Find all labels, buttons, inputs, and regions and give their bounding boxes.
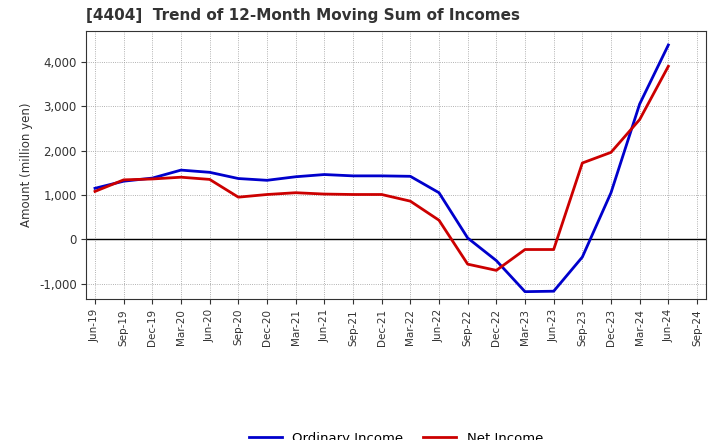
Ordinary Income [406, 174, 415, 179]
Net Income [406, 198, 415, 204]
Net Income [205, 177, 214, 182]
Ordinary Income [234, 176, 243, 181]
Net Income [292, 190, 300, 195]
Net Income [578, 160, 587, 165]
Legend: Ordinary Income, Net Income: Ordinary Income, Net Income [243, 426, 549, 440]
Ordinary Income [492, 258, 500, 263]
Ordinary Income [521, 289, 529, 294]
Ordinary Income [120, 179, 128, 184]
Ordinary Income [348, 173, 357, 179]
Net Income [263, 192, 271, 197]
Ordinary Income [176, 168, 185, 173]
Net Income [120, 177, 128, 183]
Ordinary Income [607, 190, 616, 195]
Ordinary Income [91, 186, 99, 191]
Ordinary Income [464, 235, 472, 241]
Net Income [492, 268, 500, 273]
Ordinary Income [578, 254, 587, 260]
Ordinary Income [664, 42, 672, 48]
Net Income [549, 247, 558, 252]
Ordinary Income [549, 289, 558, 294]
Net Income [607, 150, 616, 155]
Net Income [320, 191, 328, 197]
Net Income [635, 117, 644, 122]
Net Income [464, 261, 472, 267]
Net Income [664, 64, 672, 69]
Net Income [148, 176, 157, 182]
Net Income [176, 175, 185, 180]
Ordinary Income [320, 172, 328, 177]
Net Income [234, 194, 243, 200]
Net Income [377, 192, 386, 197]
Net Income [348, 192, 357, 197]
Ordinary Income [635, 101, 644, 106]
Text: [4404]  Trend of 12-Month Moving Sum of Incomes: [4404] Trend of 12-Month Moving Sum of I… [86, 7, 521, 23]
Ordinary Income [435, 190, 444, 195]
Line: Net Income: Net Income [95, 66, 668, 270]
Ordinary Income [292, 174, 300, 180]
Net Income [521, 247, 529, 252]
Ordinary Income [377, 173, 386, 179]
Line: Ordinary Income: Ordinary Income [95, 45, 668, 292]
Net Income [435, 218, 444, 223]
Ordinary Income [205, 170, 214, 175]
Ordinary Income [263, 178, 271, 183]
Ordinary Income [148, 176, 157, 181]
Y-axis label: Amount (million yen): Amount (million yen) [20, 103, 33, 227]
Net Income [91, 189, 99, 194]
